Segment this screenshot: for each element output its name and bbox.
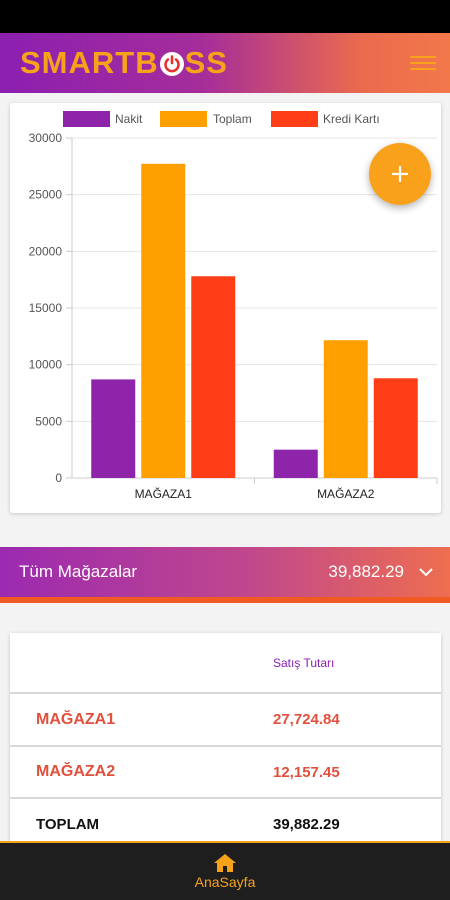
table-row[interactable]: MAĞAZA1 27,724.84: [10, 694, 441, 747]
sales-bar-chart: 0 5000 10000 15000 20000 25000 30000 MAĞAZA1 MAĞ…: [29, 111, 438, 501]
bar-toplam: [141, 163, 186, 478]
power-icon: [159, 52, 184, 76]
y-tick-label: 15000: [29, 301, 63, 315]
y-tick-label: 20000: [29, 244, 63, 258]
total-label: TOPLAM: [36, 815, 100, 833]
legend-swatch: [271, 111, 318, 127]
column-header-sales-amount: Satış Tutarı: [273, 655, 335, 670]
y-tick-label: 30000: [29, 131, 63, 145]
nav-item-home[interactable]: AnaSayfa: [194, 853, 256, 890]
sales-table: Satış Tutarı MAĞAZA1 27,724.84 MAĞAZA2 1…: [10, 633, 441, 853]
legend-label: Kredi Kartı: [323, 112, 380, 126]
store-amount: 12,157.45: [273, 763, 340, 781]
bar-nakit: [91, 379, 136, 478]
y-tick-label: 10000: [29, 358, 63, 372]
y-tick-label: 0: [55, 471, 62, 485]
legend-label: Toplam: [213, 112, 252, 126]
store-name: MAĞAZA1: [36, 710, 116, 728]
logo-text-start: SMARTB: [20, 45, 159, 80]
x-tick-label: MAĞAZA1: [135, 486, 193, 501]
y-tick-label: 25000: [29, 188, 63, 202]
bottom-navigation: AnaSayfa: [0, 841, 450, 900]
legend-swatch: [160, 111, 207, 127]
status-bar: [0, 0, 450, 33]
add-button[interactable]: [369, 143, 431, 205]
store-selector-total: 39,882.29: [328, 562, 404, 581]
total-amount: 39,882.29: [273, 815, 340, 833]
table-row[interactable]: MAĞAZA2 12,157.45: [10, 747, 441, 799]
hamburger-menu-icon[interactable]: [410, 53, 436, 73]
store-selector[interactable]: Tüm Mağazalar 39,882.29: [0, 547, 450, 597]
bar-kredi-kartı: [373, 378, 418, 478]
app-logo: SMARTB SS: [20, 45, 228, 81]
store-selector-label: Tüm Mağazalar: [19, 562, 138, 581]
bar-toplam: [323, 340, 368, 478]
bar-kredi-kartı: [191, 276, 236, 478]
store-name: MAĞAZA2: [36, 763, 116, 780]
y-tick-label: 5000: [35, 414, 62, 428]
x-tick-label: MAĞAZA2: [317, 486, 375, 501]
legend-swatch: [63, 111, 110, 127]
legend-label: Nakit: [115, 112, 143, 126]
plus-icon: [392, 166, 408, 182]
store-selector-underline: [0, 597, 450, 603]
chevron-down-icon[interactable]: [418, 567, 434, 577]
app-bar: SMARTB SS: [0, 33, 450, 93]
table-header-row: Satış Tutarı: [10, 633, 441, 694]
table-total-row: TOPLAM 39,882.29: [10, 799, 441, 849]
store-amount: 27,724.84: [273, 711, 340, 728]
logo-text-end: SS: [184, 45, 228, 80]
nav-item-label: AnaSayfa: [194, 874, 256, 890]
home-icon: [214, 854, 236, 872]
bar-nakit: [273, 449, 318, 478]
